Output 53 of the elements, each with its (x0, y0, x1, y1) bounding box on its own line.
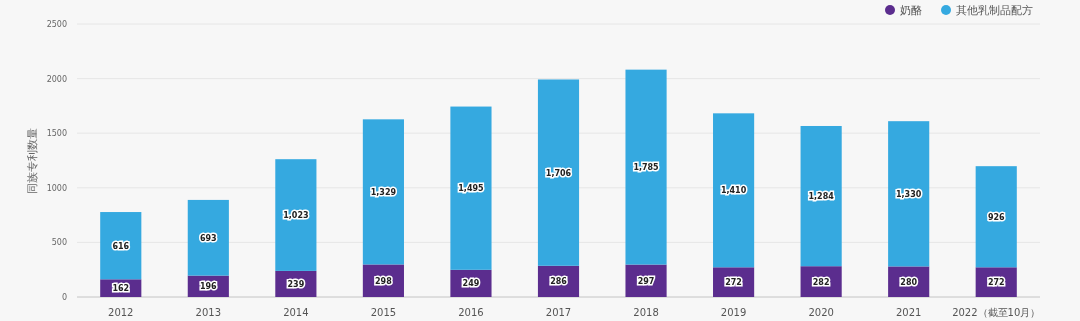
bar (187, 199, 229, 276)
data-label: 1,495 (458, 184, 485, 194)
data-label: 1,329 (370, 187, 397, 197)
x-tick-label: 2020 (808, 307, 834, 318)
legend-label: 奶酪 (900, 4, 922, 17)
bar (275, 159, 317, 271)
y-tick-label: 1000 (46, 183, 67, 193)
bar (975, 166, 1017, 268)
x-tick-label: 2017 (545, 307, 572, 318)
y-axis-title: 同族专利数量 (26, 127, 39, 194)
y-tick-label: 2000 (46, 74, 67, 84)
y-tick-label: 2500 (46, 20, 67, 29)
x-tick-label: 2022（截至10月） (952, 307, 1041, 318)
x-tick-label: 2013 (195, 307, 222, 318)
data-label: 1,330 (896, 189, 922, 199)
y-tick-label: 1500 (46, 129, 67, 139)
data-label: 298 (375, 276, 393, 286)
bar (450, 106, 492, 270)
data-label: 162 (112, 284, 130, 294)
x-tick-label: 2012 (108, 307, 134, 318)
data-label: 196 (199, 282, 218, 292)
data-label: 239 (287, 279, 305, 289)
x-tick-label: 2016 (458, 307, 484, 318)
x-tick-label: 2018 (633, 307, 659, 318)
bar (713, 113, 755, 268)
x-tick-label: 2015 (370, 307, 397, 318)
data-label: 249 (462, 279, 480, 289)
x-tick-label: 2014 (283, 307, 309, 318)
data-label: 272 (987, 278, 1005, 288)
data-label: 297 (637, 276, 655, 286)
bar (100, 212, 142, 280)
bar (625, 69, 667, 265)
data-label: 1,023 (283, 211, 309, 221)
bar (362, 119, 404, 265)
y-tick-label: 0 (61, 293, 67, 302)
data-label: 616 (112, 241, 130, 251)
bar (537, 79, 580, 266)
bar (800, 125, 842, 267)
data-label: 1,785 (633, 163, 660, 173)
data-label: 272 (725, 278, 742, 288)
data-label: 1,410 (720, 186, 747, 196)
data-label: 693 (199, 233, 217, 243)
x-tick-label: 2021 (895, 307, 922, 318)
data-label: 1,284 (808, 192, 835, 202)
data-label: 1,706 (545, 168, 572, 178)
data-label: 926 (987, 212, 1006, 222)
legend-label: 其他乳制品配方 (956, 4, 1033, 17)
bar (888, 121, 930, 267)
data-label: 286 (550, 277, 568, 287)
x-tick-label: 2019 (720, 307, 747, 318)
data-label: 282 (812, 277, 830, 287)
data-label: 280 (900, 277, 918, 287)
y-tick-label: 500 (51, 238, 67, 248)
